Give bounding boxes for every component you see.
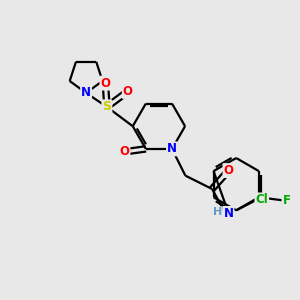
Text: N: N — [224, 207, 233, 220]
Text: N: N — [81, 86, 91, 99]
Text: H: H — [212, 207, 222, 217]
Text: F: F — [283, 194, 290, 207]
Text: O: O — [123, 85, 133, 98]
Text: O: O — [224, 164, 233, 177]
Text: O: O — [119, 145, 129, 158]
Text: Cl: Cl — [255, 194, 268, 206]
Text: S: S — [102, 100, 111, 113]
Text: N: N — [167, 142, 177, 155]
Text: O: O — [100, 76, 110, 90]
